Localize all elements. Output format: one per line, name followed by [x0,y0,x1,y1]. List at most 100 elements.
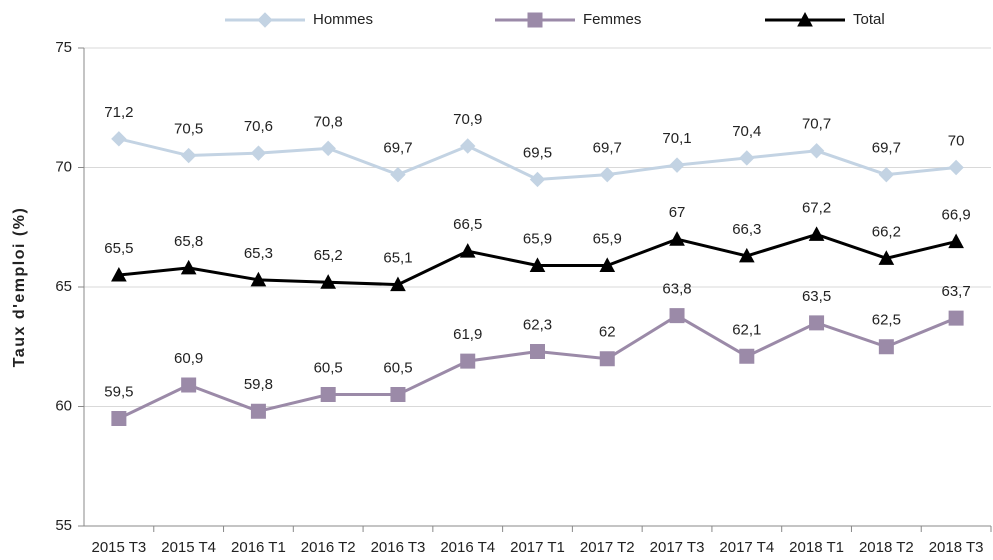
data-point [878,166,895,183]
data-label: 70,8 [314,113,343,130]
data-point [948,233,964,249]
data-label: 70,5 [174,121,203,138]
x-tick-label: 2016 T1 [231,539,286,556]
data-label: 62,5 [872,312,901,329]
x-tick-label: 2017 T2 [580,539,635,556]
legend-marker [797,11,813,27]
data-point [320,387,336,403]
data-label: 65,2 [314,247,343,264]
legend-label: Hommes [313,11,373,28]
data-label: 63,7 [942,283,971,300]
y-tick-label: 70 [55,158,72,175]
data-point [111,266,127,282]
data-label: 70,9 [453,111,482,128]
data-point [529,171,546,188]
data-label: 66,2 [872,223,901,240]
data-label: 67 [669,204,686,221]
data-label: 60,5 [314,360,343,377]
data-point [739,348,755,364]
data-point [320,140,336,157]
data-label: 65,9 [593,230,622,247]
x-tick-label: 2017 T3 [650,539,705,556]
x-tick-label: 2015 T4 [161,539,216,556]
data-point [111,131,127,147]
data-point [390,387,406,403]
data-point [111,410,127,426]
x-tick-label: 2016 T2 [301,539,356,556]
data-point [738,247,755,263]
data-point [390,276,406,292]
data-point [530,344,545,360]
data-label: 63,5 [802,288,831,305]
data-point [808,226,825,241]
data-point [250,271,267,287]
y-tick-label: 75 [55,39,72,56]
data-label: 69,7 [383,140,412,157]
data-label: 66,5 [453,216,482,233]
data-point [320,274,337,289]
x-tick-label: 2016 T3 [371,539,426,556]
data-label: 62,1 [732,321,761,338]
data-point [180,147,197,164]
data-label: 67,2 [802,199,831,216]
data-label: 66,3 [732,221,761,238]
data-point [599,166,615,183]
data-label: 70,6 [244,118,273,135]
legend-label: Femmes [583,11,641,28]
data-point [599,257,616,272]
data-point [250,145,267,161]
y-tick-label: 65 [55,278,72,295]
data-label: 59,5 [104,383,133,400]
y-axis-label: Taux d'emploi (%) [11,207,28,368]
data-point [669,157,685,173]
data-label: 65,5 [104,240,133,257]
data-label: 61,9 [453,326,482,343]
y-tick-label: 60 [55,397,72,414]
data-label: 70,1 [662,130,691,147]
data-point [460,353,476,369]
data-label: 65,1 [383,250,412,267]
x-tick-label: 2015 T3 [91,539,146,556]
data-label: 65,8 [174,233,203,250]
data-point [878,339,894,355]
data-point [739,150,755,166]
data-label: 62,3 [523,316,552,333]
data-point [669,231,685,246]
data-point [180,259,197,275]
x-tick-label: 2018 T3 [929,539,984,556]
legend-label: Total [853,11,885,28]
data-label: 69,7 [872,140,901,157]
data-label: 63,8 [662,281,691,298]
data-point [390,166,406,183]
x-tick-label: 2017 T1 [510,539,565,556]
data-label: 60,9 [174,350,203,367]
data-label: 60,5 [383,360,412,377]
data-point [250,403,266,419]
y-tick-label: 55 [55,517,72,534]
data-point [460,138,476,154]
data-label: 70,4 [732,123,761,140]
data-label: 70 [948,132,965,149]
x-tick-label: 2016 T4 [440,539,495,556]
data-label: 71,2 [104,104,133,121]
legend-marker [527,12,543,28]
data-label: 66,9 [942,207,971,224]
data-label: 62 [599,324,616,341]
data-label: 69,7 [593,140,622,157]
x-tick-label: 2018 T1 [789,539,844,556]
x-tick-label: 2017 T4 [719,539,774,556]
data-label: 69,5 [523,144,552,161]
data-label: 59,8 [244,376,273,393]
data-point [809,315,825,331]
data-point [948,310,964,326]
data-point [808,143,825,159]
data-point [529,257,546,272]
data-point [181,377,197,393]
legend-marker [257,12,273,28]
data-point [459,243,476,258]
x-tick-label: 2018 T2 [859,539,914,556]
data-point [948,159,964,176]
data-point [878,250,895,265]
data-label: 70,7 [802,116,831,133]
